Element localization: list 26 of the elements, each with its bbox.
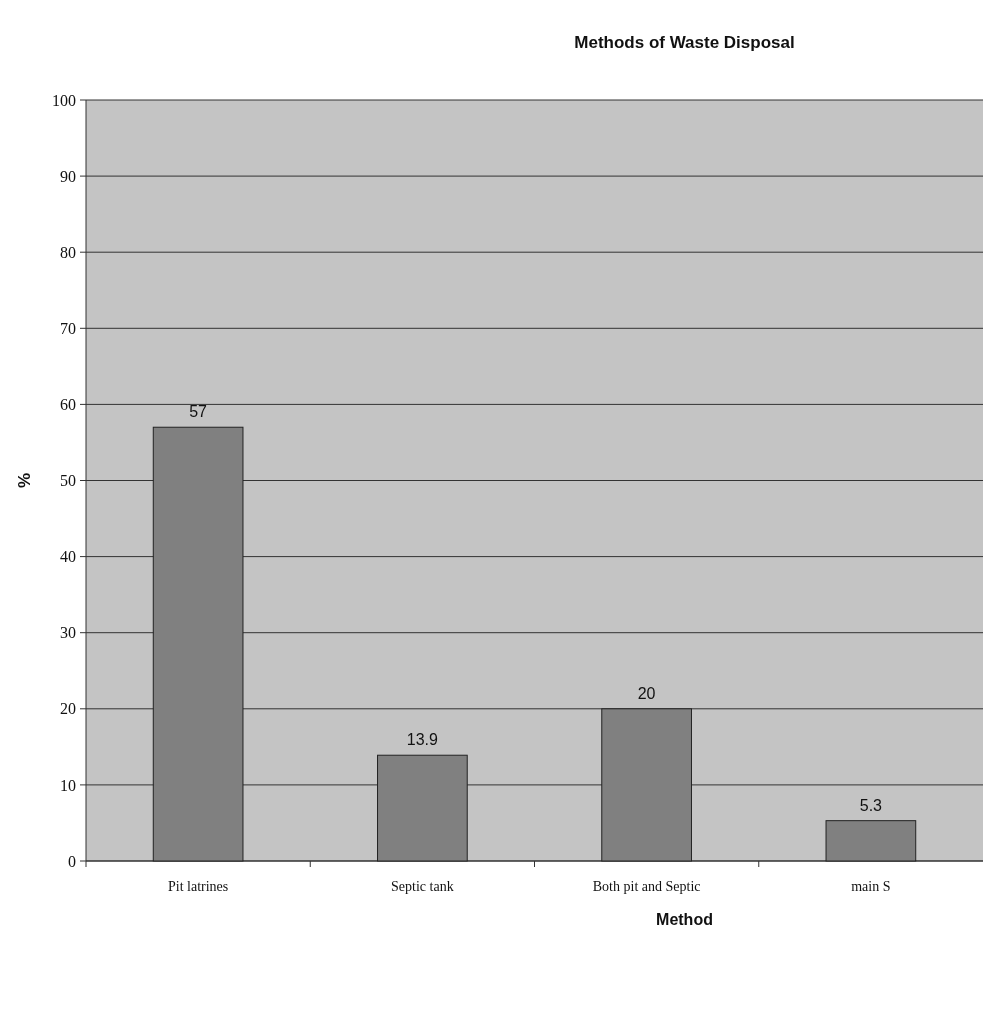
x-tick-label: Both pit and Septic [592, 879, 701, 894]
bar [825, 820, 917, 862]
bar [601, 708, 692, 862]
y-tick-label: 100 [52, 91, 76, 109]
y-tick-label: 10 [60, 776, 76, 794]
x-tick-label: main S [851, 879, 891, 894]
bar [152, 426, 244, 862]
data-label: 57 [189, 403, 208, 421]
y-tick-label: 20 [60, 700, 76, 718]
chart-title: Methods of Waste Disposal [574, 33, 795, 52]
y-tick-label: 40 [60, 548, 76, 566]
x-tick-label: Pit latrines [167, 879, 229, 894]
data-label: 13.9 [406, 731, 439, 749]
data-label: 5.3 [859, 796, 883, 814]
y-axis-title: % [15, 472, 34, 489]
bar [377, 754, 468, 862]
y-tick-label: 30 [60, 624, 76, 642]
y-tick-label: 80 [60, 243, 76, 261]
y-tick-label: 50 [60, 472, 76, 490]
x-tick-label: Septic tank [391, 879, 454, 894]
y-tick-label: 70 [60, 319, 76, 337]
data-label: 20 [637, 684, 656, 702]
y-tick-label: 90 [60, 167, 76, 185]
x-axis-title: Method [656, 911, 713, 928]
y-tick-label: 0 [68, 852, 76, 870]
y-tick-label: 60 [60, 396, 76, 413]
